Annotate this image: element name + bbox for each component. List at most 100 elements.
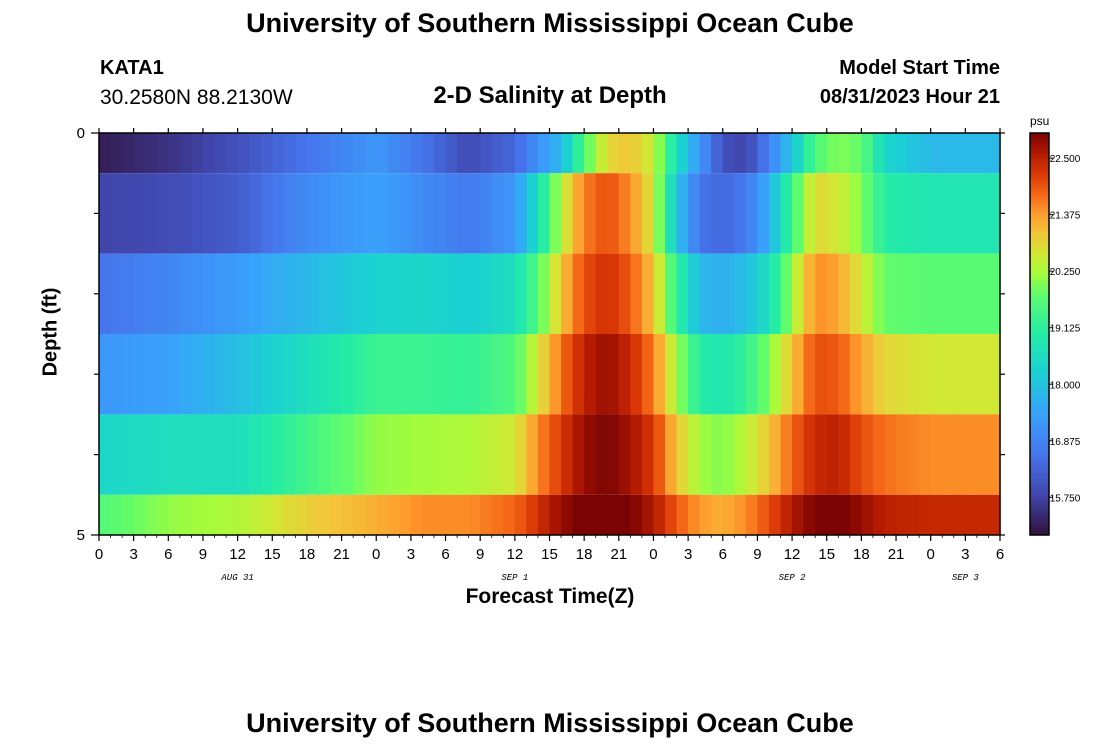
heatmap-cell [849,253,862,334]
heatmap-cell [699,253,712,334]
heatmap-cell [641,133,655,174]
heatmap-cell [457,133,470,174]
heatmap-cell [526,133,539,174]
heatmap-cell [422,253,435,334]
heatmap-cell [283,173,296,254]
heatmap-cell [872,414,886,495]
heatmap-cell [260,173,273,254]
heatmap-cell [226,133,239,174]
heatmap-cell [722,173,735,254]
heatmap-cell [514,253,527,334]
heatmap-cell [561,414,574,495]
x-tick-label: 3 [129,546,137,563]
heatmap-cell [665,133,678,174]
heatmap-cell [768,173,782,254]
heatmap-cell [468,334,481,415]
heatmap-cell [457,414,470,495]
heatmap-cell [249,133,262,174]
heatmap-cell [295,334,308,415]
heatmap-cell [572,494,585,535]
heatmap-cell [330,253,343,334]
heatmap-cell [330,494,343,535]
heatmap-cell [976,494,990,535]
heatmap-cell [399,133,412,174]
x-tick-label: 12 [229,546,246,563]
heatmap-cell [688,414,701,495]
x-axis-label: Forecast Time(Z) [465,585,635,608]
heatmap-cell [122,253,135,334]
x-tick-label: 6 [719,546,727,563]
heatmap-cell [468,253,481,334]
heatmap-cell [699,133,712,174]
x-tick-label: 3 [684,546,692,563]
heatmap-cell [942,334,955,415]
heatmap-cell [156,133,169,174]
heatmap-cell [826,173,839,254]
heatmap-cell [503,334,516,415]
heatmap-cell [780,334,793,415]
heatmap-cell [665,253,678,334]
heatmap-cell [168,253,181,334]
heatmap-cell [861,334,874,415]
heatmap-cell [99,414,112,495]
heatmap-cell [595,414,608,495]
heatmap-cell [803,253,816,334]
heatmap-cell [630,253,643,334]
heatmap-cell [896,253,909,334]
heatmap-cell [330,133,343,174]
x-day-label: SEP 3 [952,573,980,583]
heatmap-cell [295,133,308,174]
heatmap-cell [618,253,631,334]
heatmap-cell [745,334,759,415]
heatmap-cell [422,414,435,495]
heatmap-cell [272,253,285,334]
heatmap-cell [676,133,689,174]
heatmap-cell [549,334,562,415]
heatmap-cell [387,414,400,495]
heatmap-cell [260,494,273,535]
heatmap-cell [780,253,793,334]
x-day-label: SEP 1 [501,573,528,583]
heatmap-cell [884,334,897,415]
heatmap-cell [792,173,805,254]
heatmap-cell [433,414,447,495]
colorbar-unit: psu [1030,114,1050,128]
heatmap-cell [353,253,366,334]
heatmap-cell [584,173,597,254]
heatmap-cell [930,334,943,415]
heatmap-cell [711,414,724,495]
heatmap-cell [618,334,631,415]
heatmap-cell [537,494,551,535]
heatmap-cell [665,173,678,254]
x-tick-label: 9 [476,546,484,563]
heatmap-cell [376,414,389,495]
heatmap-cell [260,414,273,495]
heatmap-cell [526,414,539,495]
heatmap-cell [387,253,400,334]
heatmap-cell [214,414,227,495]
heatmap-cell [953,334,966,415]
heatmap-cell [399,494,412,535]
heatmap-cell [572,173,585,254]
heatmap-cell [202,334,216,415]
heatmap-cell [341,494,354,535]
heatmap-cell [745,173,759,254]
heatmap-cell [976,253,990,334]
station-id: KATA1 [100,57,164,79]
x-tick-label: 3 [407,546,415,563]
heatmap-cell [745,414,759,495]
heatmap-cell [272,173,285,254]
heatmap-cell [526,253,539,334]
heatmap-cell [168,494,181,535]
model-start-label: Model Start Time [839,57,1000,79]
heatmap-cell [179,494,193,535]
heatmap-cell [826,253,839,334]
heatmap-cell [376,494,389,535]
heatmap-cell [919,414,932,495]
heatmap-cell [907,253,920,334]
heatmap-cell [676,494,689,535]
heatmap-cell [965,334,978,415]
heatmap-cell [757,414,770,495]
heatmap-cell [584,334,597,415]
heatmap-cell [965,494,978,535]
